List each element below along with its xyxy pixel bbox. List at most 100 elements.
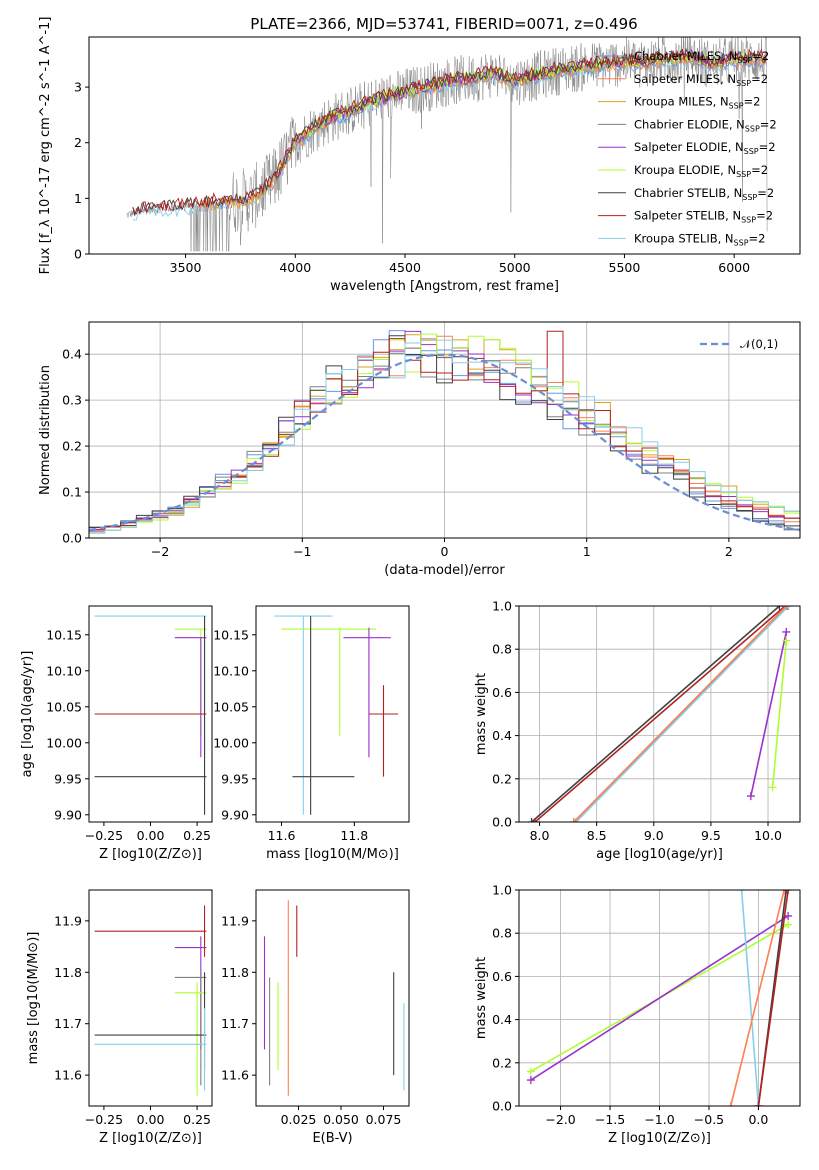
series-marker xyxy=(780,890,789,894)
axes-frame xyxy=(518,605,801,823)
x-tick-label: 1 xyxy=(583,544,591,559)
x-tick-label: 8.0 xyxy=(530,828,550,843)
y-tick-label: 11.8 xyxy=(54,965,82,980)
series-marker xyxy=(784,890,793,894)
series-kroupa-elodie xyxy=(768,636,791,792)
plot-area xyxy=(94,615,207,815)
data-point-chabrier-elodie xyxy=(174,972,207,1086)
series-line xyxy=(757,890,789,1106)
x-axis-label: Z [log10(Z/Z⊙)] xyxy=(608,1131,711,1146)
mass-weight-vs-age-panel: 8.0 8.5 9.0 9.5 10.0 0.0 0.2 0.4 0.6 0.8 1.0 age [l… xyxy=(474,599,801,862)
figure-title: PLATE=2366, MJD=53741, FIBERID=0071, z=0… xyxy=(250,15,637,33)
axes-frame xyxy=(88,36,801,255)
y-tick-label: 0.2 xyxy=(492,771,512,786)
y-tick-label: 10.00 xyxy=(213,735,249,750)
y-tick-label: 10.15 xyxy=(213,627,249,642)
legend-label: 𝒩(0,1) xyxy=(740,337,778,351)
y-tick-label: 10.05 xyxy=(213,699,249,714)
x-tick-label: −0.5 xyxy=(694,1112,724,1127)
plot-area xyxy=(526,890,793,1106)
plot-area xyxy=(527,606,793,822)
y-tick-label: 11.8 xyxy=(221,965,249,980)
y-tick-label: 1.0 xyxy=(492,883,512,898)
x-tick-label: −1 xyxy=(293,544,311,559)
series-marker xyxy=(768,783,777,792)
data-point-salpeter-stelib xyxy=(94,905,207,957)
data-point-kroupa-elodie xyxy=(174,628,207,736)
legend-label: Chabrier STELIB, NSSP=2 xyxy=(634,186,774,202)
series-salpeter-elodie xyxy=(746,627,791,801)
series-marker xyxy=(527,818,536,822)
plot-area xyxy=(126,37,768,252)
series-marker xyxy=(775,606,784,610)
x-tick-label: 10.0 xyxy=(754,828,782,843)
plot-area xyxy=(94,905,207,1096)
residuals-panel: −2 −1 0 1 2 0.0 0.1 0.2 0.3 0.4 (data-model)/error… xyxy=(38,321,801,578)
y-tick-label: 0.4 xyxy=(492,728,512,743)
x-tick-label: 4000 xyxy=(279,260,311,275)
axes-frame xyxy=(518,889,801,1107)
axes-frame xyxy=(88,605,213,823)
legend-label: Chabrier MILES, NSSP=2 xyxy=(634,49,769,65)
legend-label: Chabrier ELODIE, NSSP=2 xyxy=(634,117,777,133)
y-tick-label: 9.95 xyxy=(221,771,249,786)
x-tick-label: 0 xyxy=(441,544,449,559)
x-tick-label: 0.00 xyxy=(137,1112,165,1127)
y-tick-label: 9.90 xyxy=(54,807,82,822)
residual-histogram-chabrier-miles xyxy=(89,330,800,530)
y-tick-label: 11.7 xyxy=(54,1016,82,1031)
y-tick-label: 11.6 xyxy=(54,1068,82,1083)
x-tick-label: 0.25 xyxy=(183,828,211,843)
y-tick-label: 10.00 xyxy=(46,735,82,750)
x-tick-label: −2 xyxy=(151,544,169,559)
y-tick-label: 0.8 xyxy=(492,926,512,941)
series-marker xyxy=(526,1067,535,1076)
y-tick-label: 0.2 xyxy=(62,439,82,454)
legend-label: Salpeter STELIB, NSSP=2 xyxy=(634,209,773,225)
x-tick-label: 5500 xyxy=(609,260,641,275)
legend: Chabrier MILES, NSSP=2 Salpeter MILES, NS… xyxy=(598,49,777,247)
y-tick-label: 0.0 xyxy=(492,1099,512,1114)
series-marker xyxy=(784,920,793,929)
y-tick-label: 0.2 xyxy=(492,1055,512,1070)
series-salpeter-miles xyxy=(569,606,791,822)
y-tick-label: 1.0 xyxy=(492,599,512,614)
age-vs-mass-panel: 11.6 11.8 9.90 9.95 10.00 10.05 10.10 10.15 mass… xyxy=(213,605,410,862)
y-tick-label: 0.4 xyxy=(492,1012,512,1027)
series-line xyxy=(575,606,790,822)
mass-weight-vs-metallicity-panel: −2.0 −1.5 −1.0 −0.5 0.0 0.0 0.2 0.4 0.6 0.8 1.0 Z [… xyxy=(474,883,801,1146)
data-point-salpeter-elodie xyxy=(343,627,391,758)
y-tick-label: 0.6 xyxy=(492,969,512,984)
x-tick-label: 9.0 xyxy=(644,828,664,843)
series-line xyxy=(534,606,786,822)
legend: 𝒩(0,1) xyxy=(700,337,778,351)
y-tick-label: 0.0 xyxy=(62,531,82,546)
model-spectrum-salpeter-stelib xyxy=(132,48,768,215)
series-marker xyxy=(783,606,792,610)
y-tick-label: 0.3 xyxy=(62,393,82,408)
residual-histogram-salpeter-elodie xyxy=(89,330,800,532)
data-point-salpeter-stelib xyxy=(368,685,399,777)
x-axis-label: Z [log10(Z/Z⊙)] xyxy=(99,847,202,862)
data-point-kroupa-stelib xyxy=(274,615,333,815)
y-tick-label: 9.95 xyxy=(54,771,82,786)
plot-area xyxy=(89,330,800,534)
y-tick-label: 0.1 xyxy=(62,485,82,500)
y-tick-label: 11.6 xyxy=(221,1068,249,1083)
series-marker xyxy=(782,890,791,894)
data-point-kroupa-elodie xyxy=(281,627,377,736)
x-axis-label: (data-model)/error xyxy=(384,563,505,578)
series-marker xyxy=(784,606,793,610)
x-tick-label: 0.00 xyxy=(137,828,165,843)
x-tick-label: −2.0 xyxy=(545,1112,575,1127)
y-tick-label: 10.15 xyxy=(46,627,82,642)
y-axis-label: mass weight xyxy=(474,673,489,755)
x-tick-label: −1.5 xyxy=(595,1112,625,1127)
y-tick-label: 0.8 xyxy=(492,642,512,657)
series-kroupa-stelib xyxy=(572,606,793,822)
y-axis-label: age [log10(age/yr)] xyxy=(20,651,35,778)
y-tick-label: 11.9 xyxy=(221,913,249,928)
series-line xyxy=(740,890,760,1106)
mass-vs-metallicity-panel: −0.25 0.00 0.25 11.6 11.7 11.8 11.9 Z [log10(Z/… xyxy=(26,889,213,1146)
y-tick-label: 10.10 xyxy=(213,663,249,678)
